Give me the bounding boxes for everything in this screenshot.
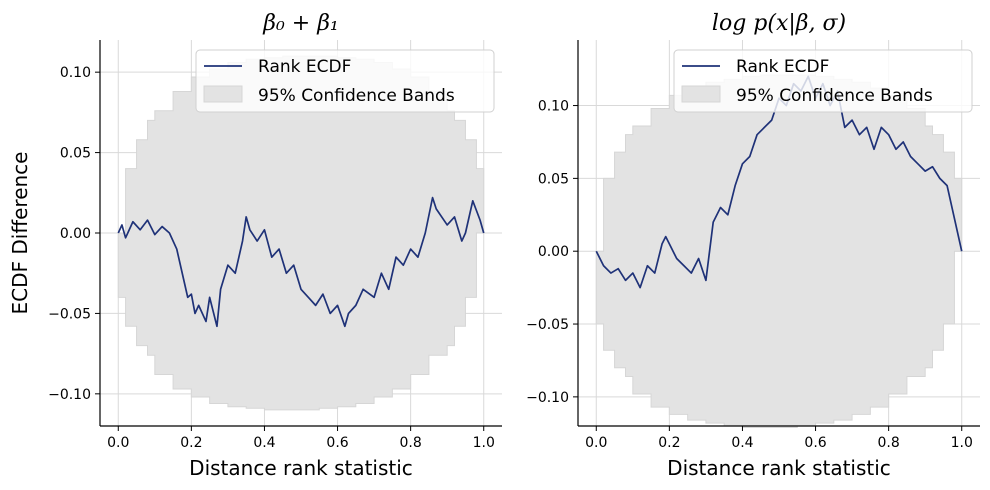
y-tick-label: −0.10 xyxy=(526,390,569,406)
y-tick-label: 0.10 xyxy=(538,99,569,115)
x-axis-label-right: Distance rank statistic xyxy=(667,456,891,480)
x-tick-label: 1.0 xyxy=(951,435,973,451)
y-tick-label: −0.05 xyxy=(526,317,569,333)
legend-box-left xyxy=(195,49,495,113)
yticks-left: −0.10 −0.05 0.00 0.05 0.10 xyxy=(48,65,100,403)
y-tick-label: 0.05 xyxy=(538,171,569,187)
legend-band-swatch-left xyxy=(203,85,243,103)
legend-band-swatch-right xyxy=(681,85,721,103)
x-tick-label: 0.6 xyxy=(326,435,348,451)
subplot-left: 0.0 0.2 0.4 0.6 0.8 1.0 −0.10 −0.05 0.00 0.05 0.1… xyxy=(8,11,502,480)
subplot-right: 0.0 0.2 0.4 0.6 0.8 1.0 −0.10 −0.05 0.00 0.05 0.1… xyxy=(526,11,980,480)
x-tick-label: 0.8 xyxy=(400,435,422,451)
confidence-band-right xyxy=(595,74,963,428)
legend-label-rank-ecdf-left: Rank ECDF xyxy=(258,57,351,77)
legend-box-right xyxy=(673,49,973,113)
y-tick-label: −0.05 xyxy=(48,306,91,322)
y-tick-label: −0.10 xyxy=(48,387,91,403)
y-tick-label: 0.00 xyxy=(538,244,569,260)
chart-title-right: log p(x|β, σ) xyxy=(712,11,846,36)
legend-label-confidence-right: 95% Confidence Bands xyxy=(736,86,933,106)
x-tick-label: 1.0 xyxy=(473,435,495,451)
rank-ecdf-line-left xyxy=(117,196,485,328)
legend-label-confidence-left: 95% Confidence Bands xyxy=(258,86,455,106)
y-tick-label: 0.05 xyxy=(60,146,91,162)
y-tick-label: 0.10 xyxy=(60,65,91,81)
y-axis-label: ECDF Difference xyxy=(8,152,32,315)
xticks-right: 0.0 0.2 0.4 0.6 0.8 1.0 xyxy=(585,426,973,451)
x-tick-label: 0.2 xyxy=(658,435,680,451)
x-tick-label: 0.4 xyxy=(253,435,275,451)
yticks-right: −0.10 −0.05 0.00 0.05 0.10 xyxy=(526,99,578,406)
legend-right: Rank ECDF 95% Confidence Bands xyxy=(673,49,973,113)
legend-left: Rank ECDF 95% Confidence Bands xyxy=(195,49,495,113)
x-tick-label: 0.8 xyxy=(878,435,900,451)
y-tick-label: 0.00 xyxy=(60,226,91,242)
chart-title-left: β₀ + β₁ xyxy=(262,11,339,36)
legend-label-rank-ecdf-right: Rank ECDF xyxy=(736,57,829,77)
xticks-left: 0.0 0.2 0.4 0.6 0.8 1.0 xyxy=(107,426,495,451)
x-tick-label: 0.2 xyxy=(180,435,202,451)
x-axis-label-left: Distance rank statistic xyxy=(189,456,413,480)
x-tick-label: 0.0 xyxy=(585,435,607,451)
axes-right xyxy=(577,40,980,427)
rank-ecdf-line-right xyxy=(595,75,963,289)
x-tick-label: 0.0 xyxy=(107,435,129,451)
x-tick-label: 0.6 xyxy=(804,435,826,451)
x-tick-label: 0.4 xyxy=(731,435,753,451)
